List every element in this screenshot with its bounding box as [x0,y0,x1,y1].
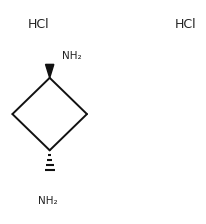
Text: NH₂: NH₂ [38,196,58,206]
Text: NH₂: NH₂ [62,51,81,61]
Text: HCl: HCl [28,18,49,31]
Text: HCl: HCl [174,18,195,31]
Polygon shape [45,64,54,78]
